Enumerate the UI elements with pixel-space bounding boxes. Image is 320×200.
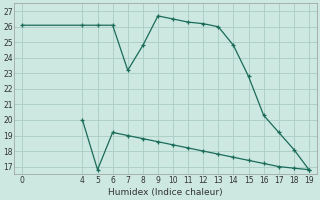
X-axis label: Humidex (Indice chaleur): Humidex (Indice chaleur) [108,188,223,197]
